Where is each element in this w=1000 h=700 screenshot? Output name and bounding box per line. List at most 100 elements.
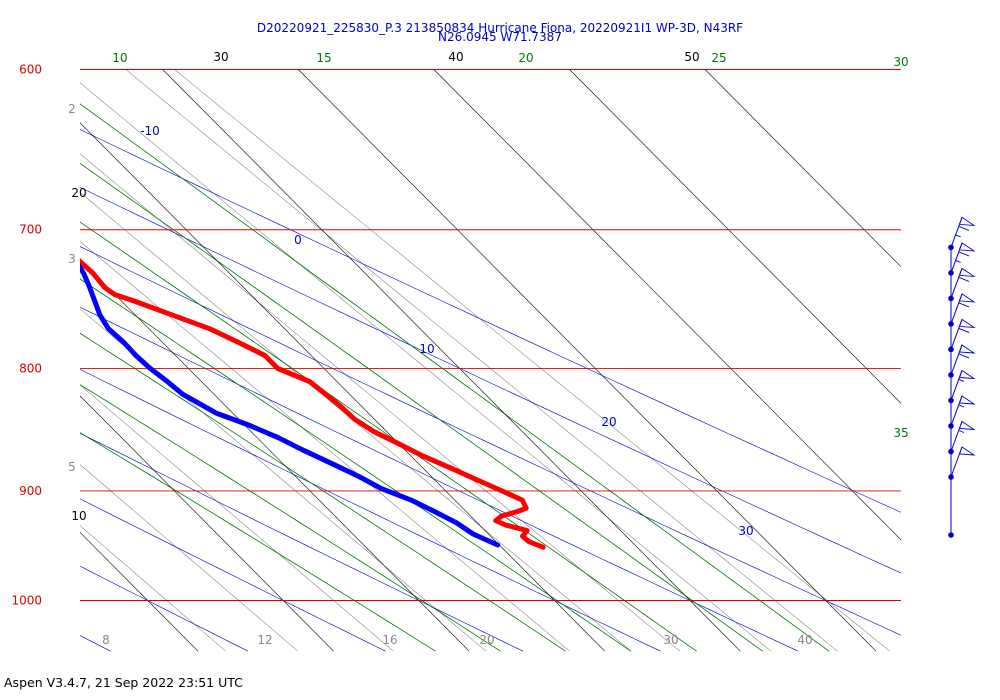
wind-barb-pennant <box>958 344 976 354</box>
mixing-ratio-label: 8 <box>102 633 110 647</box>
mixing-ratio-line <box>80 82 772 652</box>
dry-adiabat-label: 0 <box>294 233 302 247</box>
dry-adiabat-label: 10 <box>419 342 434 356</box>
mixing-ratio-line <box>80 240 570 652</box>
chart-title-line-2: N26.0945 W71.7387 <box>438 30 562 44</box>
mixing-ratio-line <box>80 525 226 652</box>
moist-adiabat <box>80 384 501 652</box>
wind-barb-dot <box>948 448 954 455</box>
moist-adiabat-label: 15 <box>316 51 331 65</box>
pressure-tick-label: 900 <box>19 484 42 498</box>
moist-adiabat-label: 25 <box>711 51 726 65</box>
isotherm-label: 10 <box>71 509 86 523</box>
mixing-ratio-lines <box>80 69 891 652</box>
dry-adiabat <box>80 369 661 652</box>
wind-barb-pennant <box>958 369 976 380</box>
dry-adiabat <box>80 635 111 652</box>
dry-adiabat-label: 20 <box>601 415 616 429</box>
isotherm-label: 40 <box>448 50 463 64</box>
mixing-ratio-line <box>80 308 487 652</box>
moist-adiabat <box>80 278 632 652</box>
wind-barb-feather <box>958 302 970 308</box>
isotherm <box>0 70 62 652</box>
wind-barb-half-feather <box>958 404 965 408</box>
wind-barb-pennant <box>958 216 976 226</box>
pressure-tick-label: 800 <box>19 362 42 376</box>
moist-adiabat <box>80 221 697 652</box>
dry-adiabat <box>80 498 386 652</box>
mixing-ratio-label: 40 <box>797 633 812 647</box>
mixing-ratio-label: 30 <box>663 633 678 647</box>
mixing-ratio-line <box>80 464 299 652</box>
wind-barb-feather <box>958 277 970 282</box>
isotherm <box>80 258 470 652</box>
wind-barb-half-feather <box>955 260 961 263</box>
isotherm <box>162 69 741 652</box>
mixing-ratio-line <box>174 69 891 652</box>
wind-barb-feather <box>958 225 970 231</box>
isotherm-label: 30 <box>213 50 228 64</box>
pressure-tick-label: 1000 <box>11 594 42 608</box>
axis-labels: 600 700 800 900 1000 10 20 30 40 50 -10 0 10 20 30 10 15… <box>11 50 908 647</box>
mixing-ratio-label: 2 <box>68 102 76 116</box>
pressure-tick-label: 600 <box>19 63 42 77</box>
wind-barb-dot <box>948 423 954 429</box>
wind-barb-half-feather <box>955 234 961 238</box>
mixing-ratio-line <box>80 384 394 652</box>
dry-adiabats <box>80 129 901 652</box>
isotherm <box>80 395 334 652</box>
dry-adiabat <box>80 306 799 652</box>
sounding-traces <box>80 258 546 550</box>
footer-version-text: Aspen V3.4.7, 21 Sep 2022 23:51 UTC <box>4 675 243 690</box>
isotherm <box>704 69 901 268</box>
wind-barb-pennant <box>958 420 976 431</box>
moist-adiabat-label: 20 <box>518 51 533 65</box>
pressure-tick-label: 700 <box>19 223 42 237</box>
mixing-ratio-line <box>125 69 838 652</box>
temperature-trace <box>80 258 546 550</box>
wind-barb-pennant <box>958 267 976 277</box>
dry-adiabat-label: 30 <box>738 524 753 538</box>
wind-barb-dot <box>948 270 954 276</box>
wind-barb-dot <box>948 372 954 378</box>
wind-barb-pennant <box>958 446 976 456</box>
wind-barb-pennant <box>958 318 976 328</box>
dry-adiabat-label: -10 <box>140 124 160 138</box>
moist-adiabat-label: 35 <box>893 426 908 440</box>
dry-adiabat <box>80 432 524 652</box>
isotherm <box>80 531 199 652</box>
isotherm-label: 50 <box>684 50 699 64</box>
isotherm <box>80 122 606 652</box>
mixing-ratio-label: 20 <box>479 633 494 647</box>
wind-barb-pennant <box>958 395 976 405</box>
wind-barb-pennant <box>958 293 976 303</box>
mixing-ratio-label: 3 <box>68 252 76 266</box>
mixing-ratio-line <box>80 191 632 652</box>
dry-adiabat <box>80 246 901 636</box>
moist-adiabats <box>80 103 830 652</box>
moist-adiabat <box>80 103 830 652</box>
isotherm-label: 20 <box>71 186 86 200</box>
wind-barbs <box>948 216 976 538</box>
dewpoint-trace <box>80 262 501 548</box>
wind-barb-dot <box>948 532 954 538</box>
moist-adiabat-label: 10 <box>112 51 127 65</box>
wind-barb-feather <box>958 328 970 333</box>
mixing-ratio-label: 16 <box>382 633 397 647</box>
wind-barb-half-feather <box>958 379 965 382</box>
moist-adiabat <box>80 332 566 652</box>
isotherms <box>0 69 901 652</box>
moist-adiabat-label: 30 <box>893 55 908 69</box>
wind-barb-half-feather <box>958 430 965 433</box>
mixing-ratio-line <box>80 153 681 652</box>
dry-adiabat <box>80 129 901 513</box>
isobars <box>80 69 901 601</box>
isotherm <box>433 69 901 541</box>
chart-title-line-1: D20220921_225830_P.3 213850834 Hurricane… <box>256 21 744 35</box>
wind-barb-dot <box>948 346 954 353</box>
mixing-ratio-label: 12 <box>257 633 272 647</box>
wind-barb-pennant <box>958 242 976 252</box>
dry-adiabat <box>80 565 249 652</box>
isotherm <box>298 69 877 652</box>
